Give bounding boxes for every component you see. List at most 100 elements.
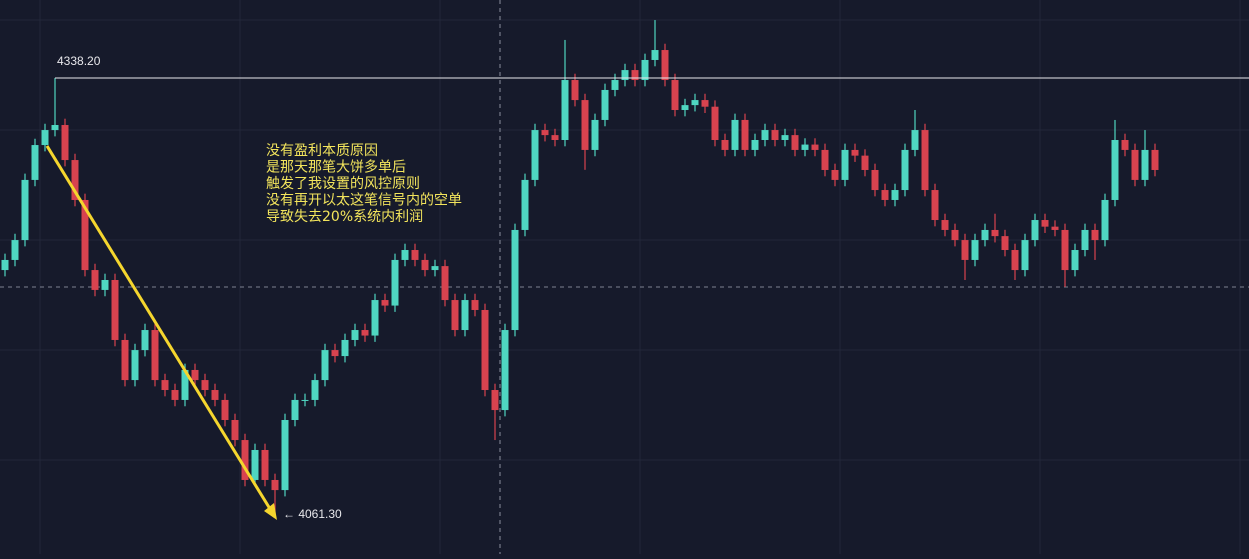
candle-body (961, 240, 969, 260)
candle-body (41, 130, 49, 146)
candle-body (1031, 220, 1039, 241)
candle-body (731, 119, 739, 150)
annotation-line: 没有再开以太这笔信号内的空单 (266, 192, 462, 209)
candle-body (231, 419, 239, 441)
high-label: 4338.20 (57, 54, 101, 68)
candle-body (1091, 229, 1099, 241)
candle-body (171, 390, 179, 400)
candle-body (991, 229, 999, 237)
candle-body (601, 89, 609, 120)
candle-body (931, 190, 939, 221)
candle-body (261, 449, 269, 480)
candle-body (431, 266, 439, 271)
candle-body (531, 130, 539, 180)
candle-body (841, 149, 849, 180)
candle-body (91, 270, 99, 290)
candle-body (651, 50, 659, 60)
candle-body (1011, 250, 1019, 271)
candle-body (701, 100, 709, 107)
candle-body (211, 390, 219, 400)
candle-body (131, 350, 139, 381)
candle-body (81, 199, 89, 271)
candle-body (1131, 149, 1139, 180)
candle-body (1061, 229, 1069, 271)
candle-body (611, 80, 619, 90)
candle-body (471, 300, 479, 310)
trend-arrowhead (264, 503, 277, 521)
trend-arrow (45, 145, 277, 518)
candle-body (1111, 139, 1119, 200)
candle-body (1101, 199, 1109, 241)
candle-body (801, 144, 809, 150)
candle-body (671, 80, 679, 111)
candle-body (11, 240, 19, 260)
candle-body (951, 229, 959, 241)
candle-body (1041, 220, 1049, 227)
candle-body (641, 59, 649, 81)
candle-body (201, 380, 209, 391)
candle-body (631, 70, 639, 81)
candle-body (761, 130, 769, 140)
annotation-line: 没有盈利本质原因 (266, 143, 378, 159)
annotation-line: 导致失去20%系统内利润 (266, 209, 423, 225)
candle-body (681, 105, 689, 111)
candle-body (421, 259, 429, 271)
candle-body (491, 390, 499, 411)
candle-body (481, 309, 489, 391)
candle-body (141, 330, 149, 351)
candle-body (1151, 149, 1159, 170)
candle-body (391, 259, 399, 306)
candle-body (181, 369, 189, 400)
candle-body (1001, 236, 1009, 251)
candle-body (711, 106, 719, 140)
candle-body (591, 119, 599, 150)
candle-body (871, 169, 879, 191)
candle-body (621, 70, 629, 81)
candle-body (31, 145, 39, 180)
candle-body (71, 160, 79, 200)
candle-body (161, 380, 169, 391)
candle-body (861, 155, 869, 170)
candle-body (331, 350, 339, 357)
candle-body (581, 100, 589, 150)
candle-body (891, 190, 899, 200)
candle-body (321, 350, 329, 381)
candle-body (291, 399, 299, 420)
candle-body (101, 279, 109, 290)
candle-body (51, 125, 59, 131)
candle-body (411, 250, 419, 260)
candle-body (221, 399, 229, 420)
candle-body (881, 190, 889, 200)
candle-body (191, 369, 199, 381)
candle-body (921, 130, 929, 191)
candle-body (111, 279, 119, 340)
candle-body (21, 179, 29, 241)
candle-body (361, 330, 369, 336)
candle-body (1021, 240, 1029, 271)
candle-body (241, 440, 249, 480)
candle-body (1051, 226, 1059, 230)
annotation-line: 触发了我设置的风控原则 (266, 176, 420, 192)
candle-body (281, 419, 289, 491)
candle-body (941, 220, 949, 230)
candle-body (1081, 229, 1089, 251)
candle-body (381, 300, 389, 306)
candle-body (1141, 149, 1149, 180)
candle-body (441, 266, 449, 301)
candle-body (901, 149, 909, 191)
candle-body (501, 330, 509, 411)
candle-body (571, 80, 579, 101)
candle-body (541, 130, 549, 136)
candle-body (461, 300, 469, 331)
candle-body (371, 300, 379, 336)
candle-body (911, 130, 919, 150)
candle-body (691, 100, 699, 106)
candle-body (451, 300, 459, 331)
candle-body (301, 399, 309, 401)
candle-body (851, 149, 859, 156)
candle-body (351, 330, 359, 340)
candle-body (271, 479, 279, 491)
